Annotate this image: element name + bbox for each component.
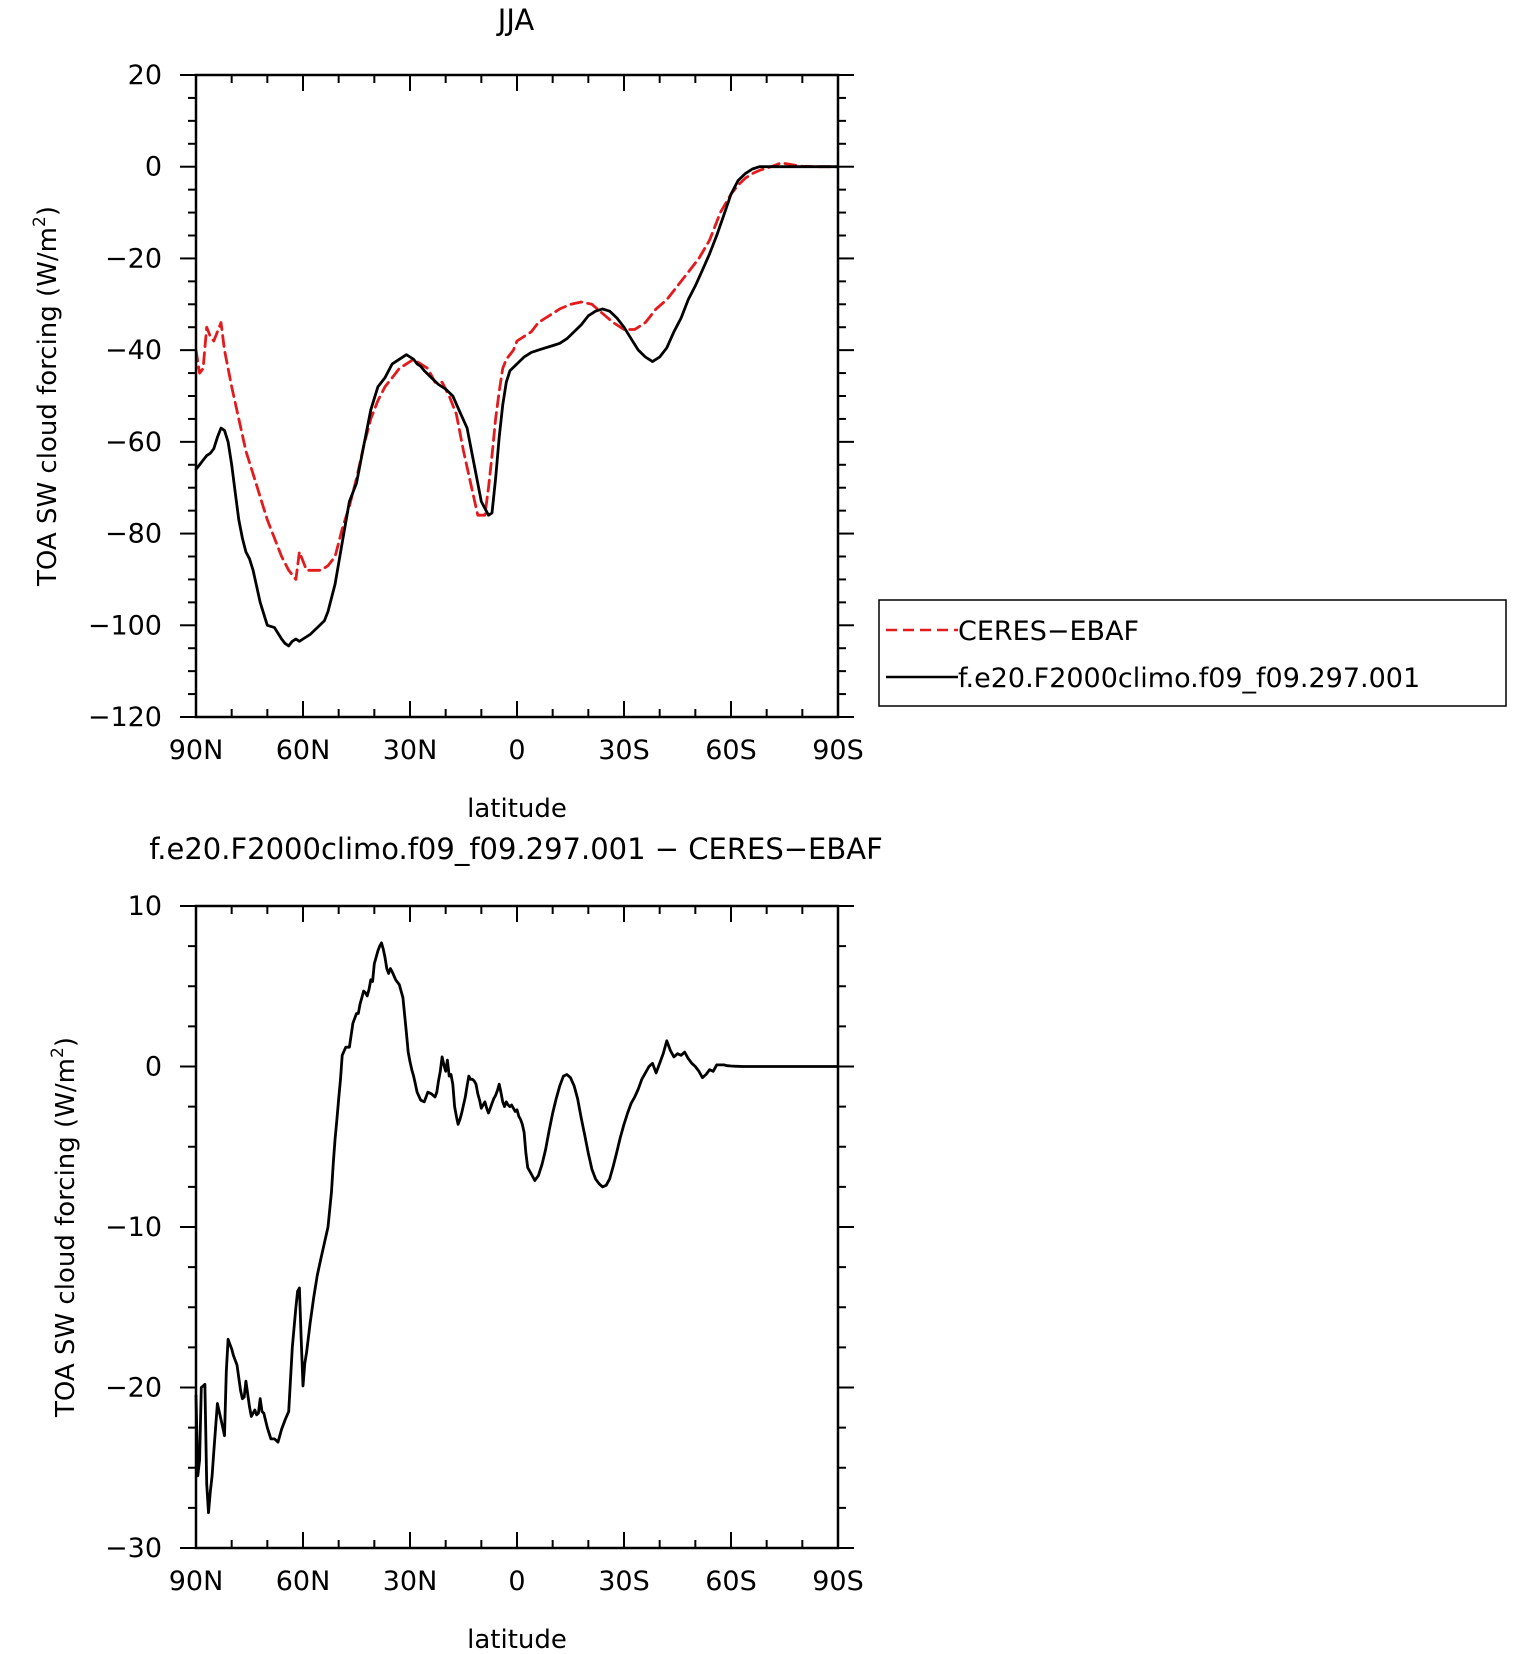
panel-top-ytick-label: −40 (105, 335, 162, 366)
legend-label-ceres: CERES−EBAF (958, 616, 1139, 647)
panel-top-ylabel-sup: 2 (30, 216, 50, 227)
panel-top-ytick-label: −20 (105, 243, 162, 274)
panel-bottom-xtick-label: 90N (169, 1566, 224, 1597)
panel-top-series-1-line (194, 165, 840, 648)
panel-top-ylabel-end: ) (33, 206, 63, 216)
panel-bottom-ytick-label: 0 (145, 1052, 162, 1083)
legend-frame (878, 599, 1507, 707)
panel-top-xtick-label: 30S (598, 735, 650, 766)
panel-top-title: JJA (496, 3, 535, 37)
panel-top-xtick-label: 0 (508, 735, 525, 766)
panel-top-ticks: 90N 60N 30N 0 30S 60S 90S 20 0 −20 −40 −60 −80 −100 −1… (88, 60, 864, 766)
panel-bottom-ylabel-sup: 2 (48, 1047, 68, 1058)
panel-top-xtick-label: 60S (705, 735, 757, 766)
panel-top-ytick-label: 20 (128, 60, 162, 91)
panel-bottom-xtick-label: 60N (276, 1566, 331, 1597)
panel-top-series-layer (194, 161, 840, 648)
panel-bottom-ytick-label: −10 (105, 1212, 162, 1243)
panel-bottom-xtick-label: 0 (508, 1566, 525, 1597)
panel-bottom-ticks: 90N 60N 30N 0 30S 60S 90S 10 0 −10 −20 −30 (105, 891, 864, 1597)
panel-bottom-xtick-label: 30N (383, 1566, 438, 1597)
panel-top-xtick-label: 30N (383, 735, 438, 766)
panel-top-xlabel: latitude (467, 794, 567, 824)
panel-top-xtick-label: 90N (169, 735, 224, 766)
panel-bottom-xtick-label: 30S (598, 1566, 650, 1597)
panel-bottom-ytick-label: −20 (105, 1373, 162, 1404)
panel-bottom-series-0-line (194, 941, 840, 1515)
panel-top-series-0-line (194, 161, 840, 581)
panel-bottom-frame (194, 904, 840, 1550)
panel-top-ytick-label: −80 (105, 519, 162, 550)
panel-bottom-ytick-label: 10 (128, 891, 162, 922)
panel-top-ytick-label: −120 (88, 702, 162, 733)
panel-top-xtick-label: 60N (276, 735, 331, 766)
panel-top-ylabel: TOA SW cloud forcing (W/m2) (30, 206, 63, 587)
panel-bottom-xtick-label: 60S (705, 1566, 757, 1597)
panel-top-ytick-label: −60 (105, 427, 162, 458)
panel-bottom-ylabel-end: ) (51, 1037, 81, 1047)
panel-bottom-ylabel: TOA SW cloud forcing (W/m2) (48, 1037, 81, 1418)
panel-bottom-ytick-label: −30 (105, 1533, 162, 1564)
legend-label-model: f.e20.F2000climo.f09_f09.297.001 (958, 663, 1420, 694)
panel-top-ylabel-main: TOA SW cloud forcing (W/m (33, 227, 63, 587)
panel-bottom-series-layer (194, 941, 840, 1515)
panel-bottom: f.e20.F2000climo.f09_f09.297.001 − CERES… (48, 832, 883, 1654)
legend: CERES−EBAF f.e20.F2000climo.f09_f09.297.… (878, 599, 1507, 707)
panel-bottom-title: f.e20.F2000climo.f09_f09.297.001 − CERES… (149, 832, 883, 866)
panel-top-ytick-label: 0 (145, 152, 162, 183)
panel-top-xtick-label: 90S (812, 735, 864, 766)
panel-bottom-xlabel: latitude (467, 1625, 567, 1654)
panel-top-ytick-label: −100 (88, 610, 162, 641)
panel-bottom-xtick-label: 90S (812, 1566, 864, 1597)
panel-bottom-ylabel-main: TOA SW cloud forcing (W/m (51, 1058, 81, 1418)
panel-top-frame (194, 73, 840, 719)
panel-top: JJA 90N 60N 30N 0 30S 60S 90S 20 0 −20 −40 −60 −80 −1… (30, 3, 1507, 824)
